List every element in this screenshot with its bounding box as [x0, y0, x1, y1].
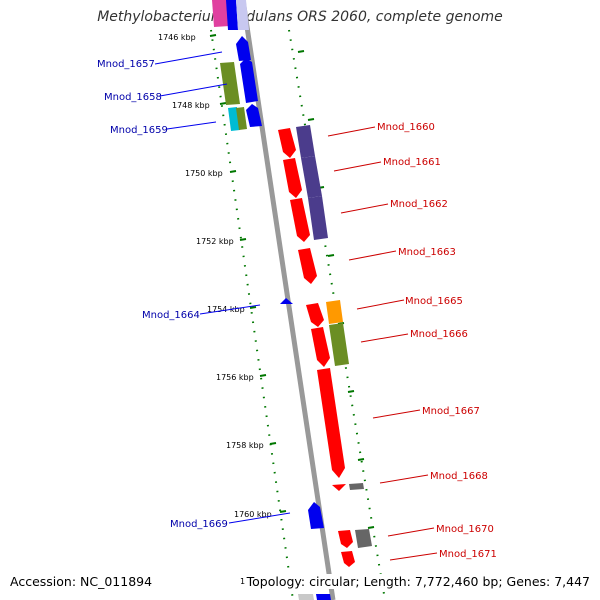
accession-text: Accession: NC_011894 [10, 574, 153, 589]
left-gene-labels: Mnod_1657 Mnod_1658 Mnod_1659 Mnod_1664 … [97, 59, 228, 530]
gene-label-right[interactable]: Mnod_1668 [430, 471, 488, 482]
right-dotted-guide [288, 29, 386, 600]
gene-arrow[interactable] [236, 0, 249, 30]
gene-arrow[interactable] [341, 551, 355, 567]
gene-label-right[interactable]: Mnod_1666 [410, 329, 468, 340]
gene-arrow[interactable] [317, 368, 345, 478]
gene-arrow[interactable] [236, 36, 251, 61]
gene-arrow[interactable] [298, 248, 317, 284]
gene-label-right[interactable]: Mnod_1667 [422, 406, 480, 417]
gene-label-right[interactable]: Mnod_1660 [377, 122, 435, 133]
gene-arrow[interactable] [226, 0, 238, 30]
reverse-strand-genes [212, 0, 331, 600]
gene-arrow[interactable] [316, 594, 331, 600]
gene-label-right[interactable]: Mnod_1663 [398, 247, 456, 258]
tick-label: 1746 kbp [158, 33, 196, 42]
gene-arrow[interactable] [306, 303, 324, 327]
genome-summary: Topology: circular; Length: 7,772,460 bp… [244, 574, 590, 589]
tick-label: 1752 kbp [196, 237, 234, 246]
gene-label-left[interactable]: Mnod_1669 [170, 519, 228, 530]
reverse-cog-bars [220, 62, 247, 131]
gene-arrow[interactable] [332, 484, 346, 491]
gene-label-left[interactable]: Mnod_1664 [142, 310, 200, 321]
tick-label: 1756 kbp [216, 373, 254, 382]
gene-arrow[interactable] [278, 128, 296, 158]
gene-label-right[interactable]: Mnod_1661 [383, 157, 441, 168]
gene-arrow[interactable] [280, 298, 293, 304]
left-leader-lines [154, 51, 291, 524]
gene-label-right[interactable]: Mnod_1670 [436, 524, 494, 535]
gene-arrow[interactable] [298, 594, 314, 600]
left-dotted-guide [210, 29, 294, 600]
gene-label-left[interactable]: Mnod_1658 [104, 92, 162, 103]
gene-label-left[interactable]: Mnod_1659 [110, 125, 168, 136]
gene-label-left[interactable]: Mnod_1657 [97, 59, 155, 70]
right-leader-lines [327, 126, 438, 561]
gene-arrow[interactable] [290, 198, 310, 242]
map-title: Methylobacterium nodulans ORS 2060, comp… [97, 9, 503, 25]
gene-arrow[interactable] [338, 530, 353, 548]
gene-label-right[interactable]: Mnod_1671 [439, 549, 497, 560]
tick-label: 1750 kbp [185, 169, 223, 178]
gene-arrow[interactable] [283, 158, 302, 198]
gene-arrow[interactable] [212, 0, 230, 27]
gene-label-right[interactable]: Mnod_1662 [390, 199, 448, 210]
tick-label: 1748 kbp [172, 101, 210, 110]
forward-cog-bars [296, 125, 372, 548]
tick-label: 1758 kbp [226, 441, 264, 450]
gene-arrow[interactable] [240, 58, 258, 103]
gene-label-right[interactable]: Mnod_1665 [405, 296, 463, 307]
right-gene-labels: Mnod_1660 Mnod_1661 Mnod_1662 Mnod_1663 … [377, 122, 497, 560]
gene-arrow[interactable] [311, 327, 330, 367]
gene-arrow[interactable] [308, 502, 324, 529]
forward-strand-genes [278, 128, 355, 567]
gene-arrow[interactable] [246, 104, 262, 127]
tick-label: 1754 kbp [207, 305, 245, 314]
tick-label: 1760 kbp [234, 510, 272, 519]
